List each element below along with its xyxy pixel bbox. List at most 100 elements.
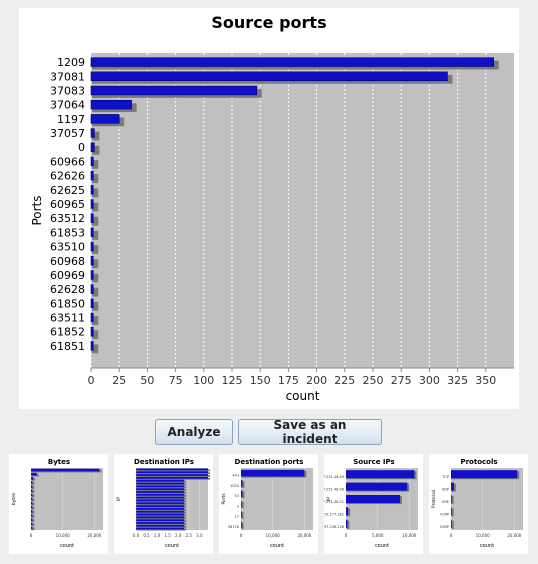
- mini-bar: [136, 476, 208, 479]
- mini-bar: [136, 471, 208, 474]
- bar-60965: [90, 199, 94, 209]
- mini-x-tick-label: 20,000: [507, 533, 521, 538]
- mini-bar: [241, 521, 242, 529]
- mini-bar: [31, 468, 100, 472]
- x-axis-label: count: [286, 389, 320, 403]
- mini-y-axis-label: IP: [116, 497, 122, 501]
- x-tick-label: 325: [447, 374, 468, 387]
- mini-bar-shadow: [451, 520, 454, 529]
- mini-bar-shadow: [451, 495, 454, 505]
- mini-bar-shadow: [31, 506, 35, 510]
- mini-bar: [136, 516, 185, 519]
- mini-bar: [31, 472, 37, 476]
- bar-37081: [90, 71, 448, 81]
- mini-x-tick-label: 3.0: [196, 533, 203, 538]
- mini-bar: [31, 518, 33, 522]
- mini-x-axis-label: count: [480, 543, 494, 549]
- mini-y-tick-label: 147.251.48.21: [324, 500, 344, 504]
- mini-bar-shadow: [136, 480, 187, 483]
- mini-bar-shadow: [136, 514, 187, 517]
- mini-bar-shadow: [136, 472, 210, 475]
- x-tick-label: 250: [363, 374, 384, 387]
- bar-shadow: [92, 216, 99, 226]
- bar-37083: [90, 85, 258, 96]
- mini-bar-shadow: [136, 506, 187, 508]
- mini-bar-shadow: [241, 481, 245, 488]
- mini-x-tick-label: 0.0: [133, 533, 140, 538]
- mini-bar: [241, 469, 305, 477]
- mini-bar: [136, 496, 185, 499]
- x-tick-label: 350: [475, 374, 496, 387]
- mini-bar: [136, 485, 185, 488]
- thumbnail-destination-ports[interactable]: Destination ports 0 10,000 20,000 443 1025 53 3…: [219, 454, 318, 554]
- y-tick-label: 62626: [50, 170, 85, 183]
- bar-shadow: [92, 202, 99, 212]
- x-tick-label: 125: [222, 374, 243, 387]
- y-tick-label: 37064: [50, 99, 85, 112]
- mini-bar: [31, 501, 33, 505]
- mini-bar-shadow: [31, 515, 35, 518]
- destination-ips-mini-chart: Destination IPs 0.0 0.5 1.0 1.5 2.0 2.5 3.0 coun…: [116, 458, 210, 549]
- mini-bar: [136, 519, 185, 522]
- mini-bar: [31, 481, 33, 484]
- bar-shadow: [92, 245, 99, 254]
- mini-y-tick-label: 3: [237, 505, 239, 509]
- mini-bar-shadow: [136, 525, 187, 528]
- bar-shadow: [92, 316, 99, 325]
- mini-y-tick-label: 53: [235, 494, 239, 498]
- thumbnail-protocols[interactable]: Protocols 0 10,000 20,000 TCP UDP GRE ICMP IGMP c…: [429, 454, 528, 554]
- bar-shadow: [92, 301, 99, 311]
- mini-y-axis-label: Protocol: [431, 490, 437, 508]
- y-tick-label: 63510: [50, 241, 85, 254]
- mini-x-tick-label: 20,000: [297, 533, 311, 538]
- mini-bar: [136, 468, 208, 471]
- mini-bar-shadow: [31, 490, 35, 494]
- y-tick-label: 60969: [50, 269, 85, 282]
- thumbnail-bytes[interactable]: Bytes 0 10,000 20,000 count bytes: [9, 454, 108, 554]
- bar-62625: [90, 185, 94, 195]
- bar-1197: [90, 114, 120, 124]
- mini-bar: [136, 505, 185, 507]
- bar-61850: [90, 298, 94, 309]
- mini-bar: [346, 519, 348, 528]
- mini-bar: [31, 510, 33, 513]
- mini-x-tick-label: 0: [450, 533, 453, 538]
- mini-bar-shadow: [31, 511, 35, 514]
- mini-bar-shadow: [346, 508, 351, 517]
- bar-61853: [90, 227, 94, 238]
- mini-bar: [31, 489, 33, 493]
- mini-bar: [136, 479, 185, 482]
- mini-bar-shadow: [451, 508, 454, 517]
- thumbnail-destination-ips[interactable]: Destination IPs 0.0 0.5 1.0 1.5 2.0 2.5 3.0 coun…: [114, 454, 213, 554]
- bar-63511: [90, 312, 94, 323]
- mini-bar-shadow: [136, 486, 187, 489]
- bar-shadow: [92, 259, 99, 269]
- mini-bar: [241, 480, 243, 487]
- mini-bar: [241, 511, 242, 518]
- mini-bar: [136, 491, 185, 493]
- x-tick-label: 50: [140, 374, 154, 387]
- mini-x-tick-label: 0: [240, 533, 243, 538]
- mini-bar-shadow: [136, 469, 210, 472]
- bar-1209: [90, 57, 494, 67]
- mini-bar: [31, 485, 33, 488]
- mini-x-tick-label: 20,000: [87, 533, 101, 538]
- mini-bar: [136, 482, 185, 485]
- mini-bar-shadow: [241, 512, 244, 519]
- mini-bar-shadow: [136, 517, 187, 520]
- thumbnail-source-ips[interactable]: Source IPs 0 5,000 10,000 147.251.48.49 147.2…: [316, 454, 423, 554]
- analyze-button[interactable]: Analyze: [155, 419, 233, 445]
- mini-bar-shadow: [31, 519, 35, 523]
- mini-bar-shadow: [136, 520, 187, 523]
- x-tick-label: 75: [169, 374, 183, 387]
- y-axis-label: Ports: [30, 195, 44, 225]
- y-tick-label: 1197: [57, 113, 85, 126]
- save-as-incident-button[interactable]: Save as an incident: [238, 418, 382, 446]
- mini-x-tick-label: 10,000: [56, 533, 70, 538]
- bar-shadow: [92, 273, 99, 283]
- mini-bar-shadow: [241, 501, 244, 509]
- mini-y-axis-label: IP: [326, 497, 332, 501]
- mini-chart-title: Source IPs: [353, 458, 394, 466]
- mini-y-axis-label: bytes: [11, 492, 17, 505]
- mini-bar-shadow: [31, 527, 35, 531]
